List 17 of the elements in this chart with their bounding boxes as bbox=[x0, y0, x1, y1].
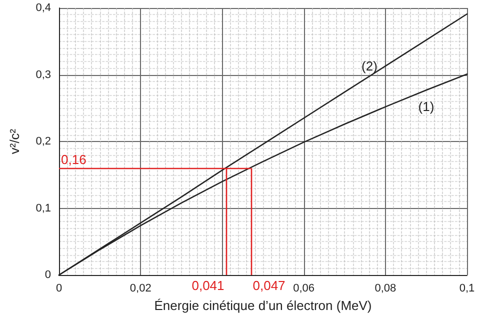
ref-line-label: 0,16 bbox=[61, 152, 86, 168]
y-axis-title: v²/c² bbox=[7, 128, 22, 154]
x-tick-label: 0 bbox=[56, 282, 62, 294]
y-tick-label: 0,2 bbox=[36, 136, 51, 148]
x-tick-label: 0,08 bbox=[374, 282, 396, 294]
series-label: (2) bbox=[362, 58, 378, 74]
x-tick-label: 0,06 bbox=[293, 282, 315, 294]
y-tick-label: 0 bbox=[44, 269, 51, 281]
ref-line-label: 0,047 bbox=[252, 278, 286, 293]
x-axis-title: Énergie cinétique d’un électron (MeV) bbox=[154, 298, 372, 313]
x-tick-label: 0,1 bbox=[459, 282, 475, 294]
x-tick-label: 0,02 bbox=[130, 282, 152, 294]
y-tick-label: 0,3 bbox=[36, 68, 51, 81]
y-tick-label: 0,1 bbox=[36, 202, 51, 214]
series-label: (1) bbox=[418, 99, 434, 114]
y-tick-label: 0,4 bbox=[36, 2, 51, 14]
ref-line-label: 0,041 bbox=[192, 278, 224, 293]
